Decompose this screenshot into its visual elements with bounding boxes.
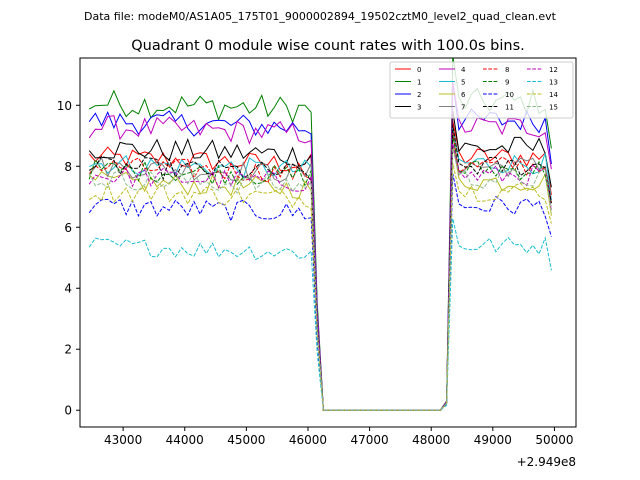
legend-box: [389, 61, 574, 119]
x-tick-label: 44000: [166, 433, 204, 447]
legend-label-14: 14: [549, 91, 558, 99]
x-tick-label: 50000: [535, 433, 573, 447]
x-tick-label: 45000: [227, 433, 265, 447]
x-tick-label: 46000: [289, 433, 327, 447]
figure-suptitle: Data file: modeM0/AS1A05_175T01_90000028…: [84, 10, 557, 23]
y-tick-label: 6: [64, 221, 72, 235]
x-axis: 43000 44000 45000 46000 47000 48000 49000 50000: [104, 427, 574, 447]
legend-label-3: 3: [417, 104, 421, 112]
legend-label-2: 2: [417, 91, 421, 99]
legend-label-7: 7: [461, 104, 465, 112]
series-line-8: [88, 131, 552, 411]
legend-label-15: 15: [549, 104, 558, 112]
x-tick-label: 48000: [412, 433, 450, 447]
y-tick-label: 0: [64, 404, 72, 418]
y-tick-label: 4: [64, 282, 72, 296]
legend-label-5: 5: [461, 79, 465, 87]
legend-label-8: 8: [505, 66, 509, 74]
legend-label-13: 13: [549, 79, 558, 87]
series-line-14: [88, 162, 552, 411]
legend-label-12: 12: [549, 66, 558, 74]
y-tick-label: 10: [57, 99, 72, 113]
legend-label-9: 9: [505, 79, 509, 87]
legend-label-4: 4: [461, 66, 466, 74]
series-line-13: [88, 218, 552, 411]
series-line-15: [88, 148, 552, 411]
x-tick-label: 49000: [474, 433, 512, 447]
plot-frame: [79, 57, 577, 428]
x-axis-offset-label: +2.949e8: [517, 455, 576, 469]
chart-title: Quadrant 0 module wise count rates with …: [131, 38, 525, 54]
legend-label-6: 6: [461, 91, 466, 99]
legend-label-1: 1: [417, 79, 421, 87]
y-axis: 0 2 4 6 8 10: [57, 99, 80, 418]
legend-label-11: 11: [505, 104, 514, 112]
x-tick-label: 47000: [350, 433, 388, 447]
series-line-9: [88, 134, 552, 411]
legend-label-0: 0: [417, 66, 421, 74]
series-layer: [88, 58, 552, 411]
x-tick-label: 43000: [104, 433, 142, 447]
y-tick-label: 8: [64, 160, 72, 174]
y-tick-label: 2: [64, 343, 72, 357]
legend-label-10: 10: [505, 91, 514, 99]
